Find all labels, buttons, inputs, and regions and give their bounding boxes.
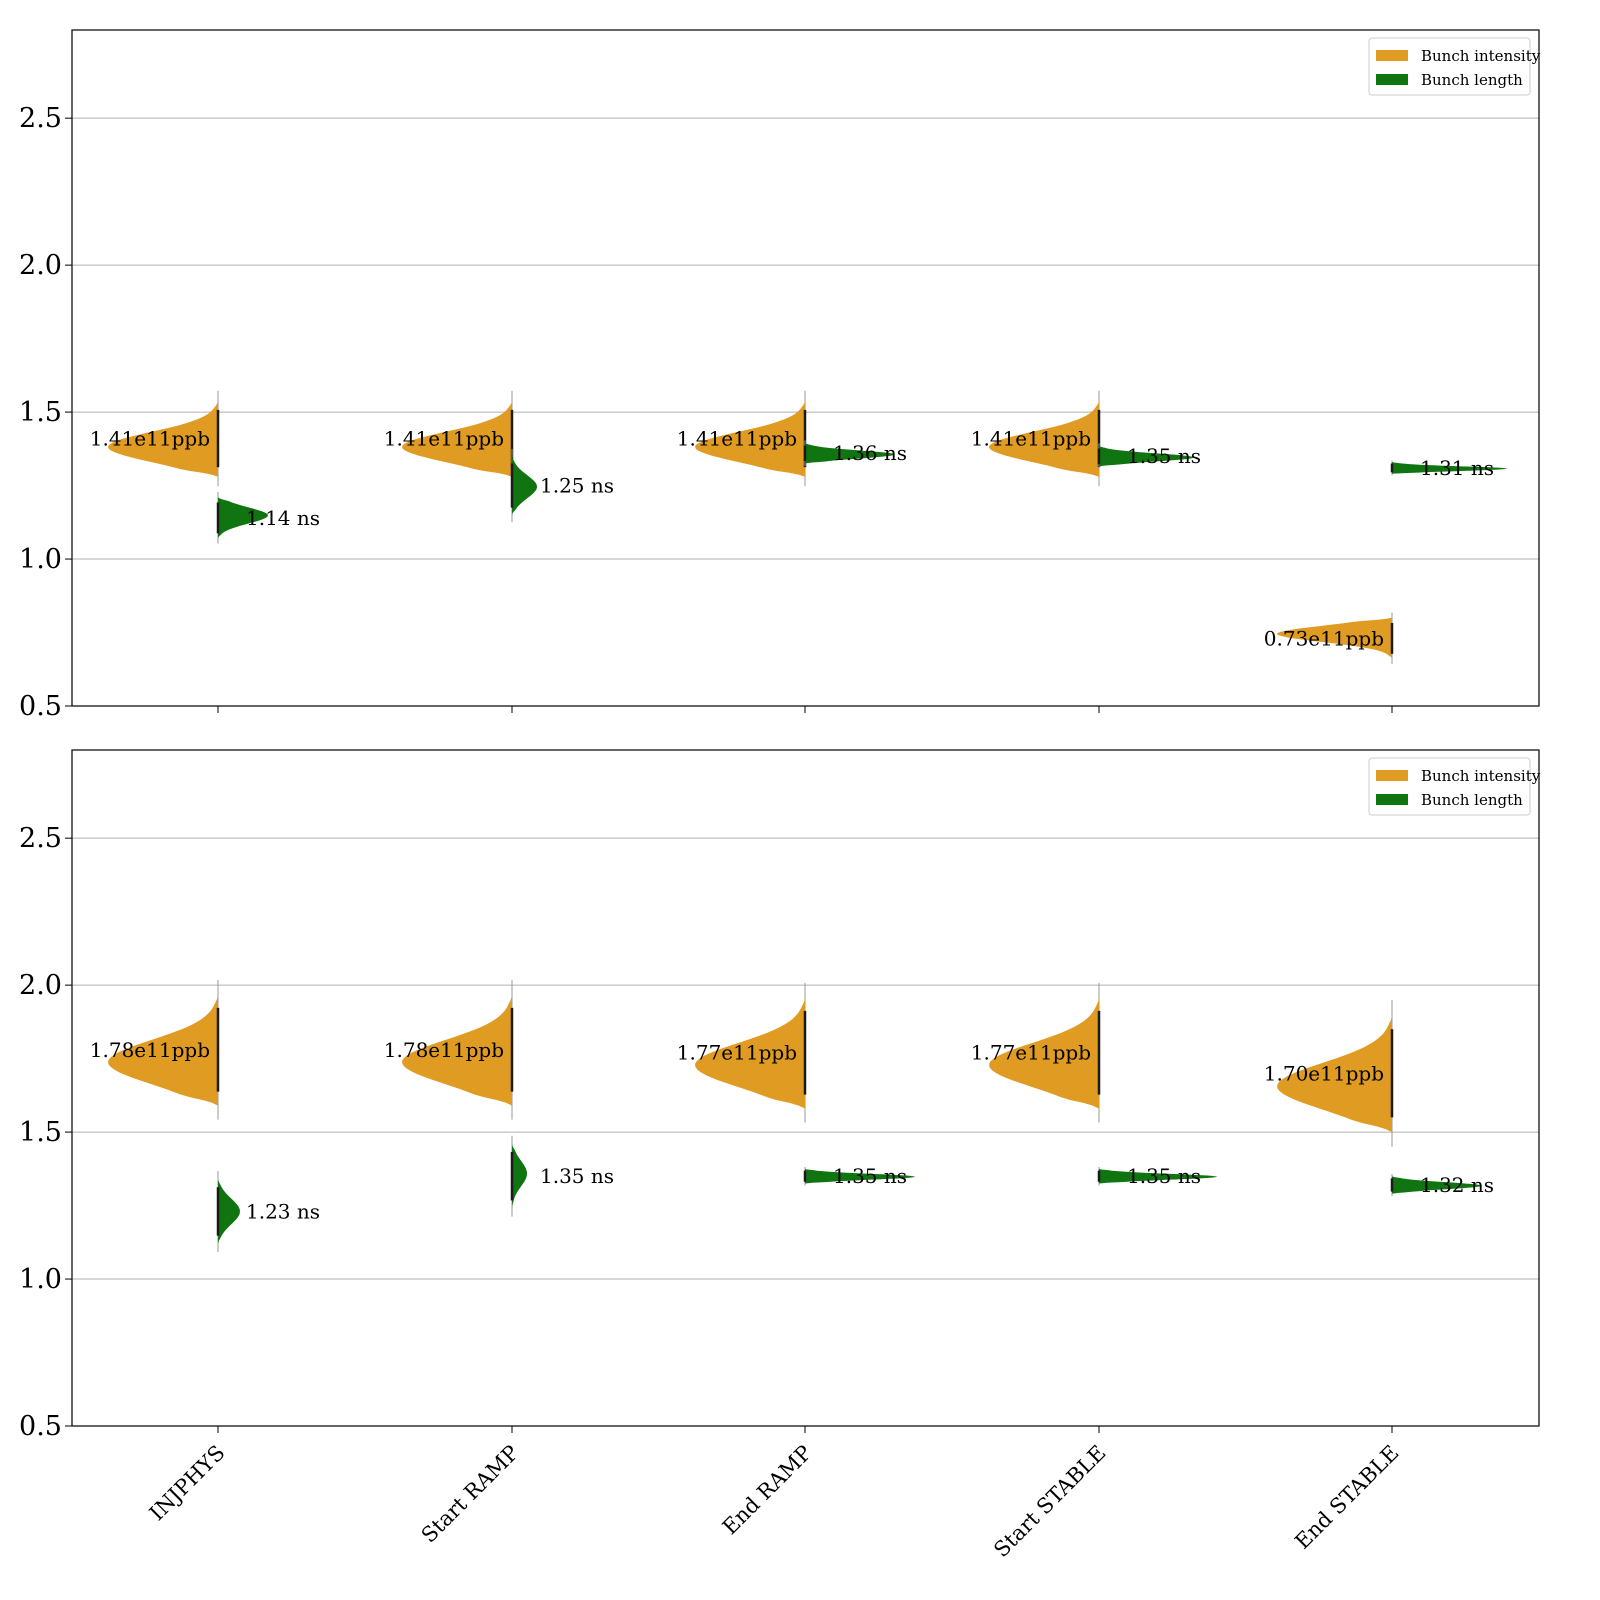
y-tick-label: 2.0 (19, 250, 62, 281)
violin-value-label: 1.41e11ppb (90, 427, 210, 451)
x-category-label: Start RAMP (417, 1441, 524, 1548)
violin-value-label: 1.35 ns (1127, 1164, 1201, 1188)
violin-value-label: 0.73e11ppb (1264, 626, 1384, 650)
intensity-violin-3 (695, 400, 805, 477)
intensity-violin-2 (402, 400, 512, 477)
intensity-violin-3 (695, 996, 805, 1109)
length-violin-2 (512, 456, 537, 515)
y-tick-label: 1.5 (19, 397, 62, 428)
intensity-violin-5 (1277, 1014, 1392, 1133)
legend-swatch (1376, 794, 1408, 805)
violin-value-label: 1.35 ns (833, 1164, 907, 1188)
violin-value-label: 1.31 ns (1420, 456, 1494, 480)
y-tick-label: 1.0 (19, 1264, 62, 1295)
length-violin-4 (1099, 1168, 1217, 1184)
violin-value-label: 1.70e11ppb (1264, 1061, 1384, 1085)
violin-value-label: 1.41e11ppb (384, 427, 504, 451)
violin-value-label: 1.78e11ppb (384, 1038, 504, 1062)
length-violin-1 (218, 497, 268, 539)
violin-value-label: 1.78e11ppb (90, 1038, 210, 1062)
legend-entry: Bunch length (1421, 791, 1523, 809)
legend: Bunch intensity Bunch length (1368, 37, 1541, 96)
x-category-label: INJPHYS (145, 1441, 230, 1526)
x-category-label: Start STABLE (989, 1441, 1110, 1562)
legend-box (1368, 757, 1531, 816)
intensity-violin-4 (989, 996, 1099, 1109)
length-violin-5 (1392, 462, 1507, 474)
intensity-violin-4 (989, 400, 1099, 477)
y-tick-label: 0.5 (19, 691, 62, 722)
violin-value-label: 1.35 ns (540, 1164, 614, 1188)
length-violin-3 (805, 442, 895, 464)
violin-value-label: 1.77e11ppb (971, 1041, 1091, 1065)
plot-frame (71, 29, 1540, 707)
intensity-violin-1 (108, 993, 218, 1106)
intensity-violin-5 (1277, 617, 1392, 659)
legend-swatch (1376, 770, 1408, 781)
length-violin-1 (218, 1179, 240, 1244)
length-violin-2 (512, 1143, 527, 1209)
y-tick-label: 2.5 (19, 103, 62, 134)
legend-entry: Bunch length (1421, 71, 1523, 89)
violin-value-label: 1.35 ns (1127, 444, 1201, 468)
length-violin-5 (1392, 1176, 1482, 1194)
violin-value-label: 1.36 ns (833, 441, 907, 465)
chart-panel-1: 0.5 1.0 1.5 2.0 2.5 1.41e11ppb 1.41e11ppb 1.41e… (19, 29, 1541, 722)
legend-entry: Bunch intensity (1421, 767, 1541, 785)
violin-value-label: 1.32 ns (1420, 1173, 1494, 1197)
length-violin-3 (805, 1168, 915, 1184)
violin-value-label: 1.23 ns (246, 1199, 320, 1223)
y-tick-label: 1.0 (19, 544, 62, 575)
violin-value-label: 1.77e11ppb (677, 1041, 797, 1065)
violin-value-label: 1.41e11ppb (971, 427, 1091, 451)
legend-box (1368, 37, 1531, 96)
length-violin-4 (1099, 445, 1194, 467)
violin-value-label: 1.25 ns (540, 474, 614, 498)
intensity-violin-2 (402, 993, 512, 1106)
violin-value-label: 1.14 ns (246, 506, 320, 530)
y-tick-label: 2.5 (19, 823, 62, 854)
legend-entry: Bunch intensity (1421, 47, 1541, 65)
y-tick-label: 2.0 (19, 970, 62, 1001)
x-category-label: End RAMP (718, 1441, 817, 1540)
chart-panel-2: 0.5 1.0 1.5 2.0 2.5 1.78e11ppb 1.78e11ppb 1.77e… (19, 749, 1541, 1562)
intensity-violin-1 (108, 400, 218, 477)
legend: Bunch intensity Bunch length (1368, 757, 1541, 816)
plot-frame (71, 749, 1540, 1427)
violin-value-label: 1.41e11ppb (677, 427, 797, 451)
x-category-label: End STABLE (1290, 1441, 1403, 1554)
legend-swatch (1376, 50, 1408, 61)
y-tick-label: 1.5 (19, 1117, 62, 1148)
legend-swatch (1376, 74, 1408, 85)
y-tick-label: 0.5 (19, 1411, 62, 1442)
